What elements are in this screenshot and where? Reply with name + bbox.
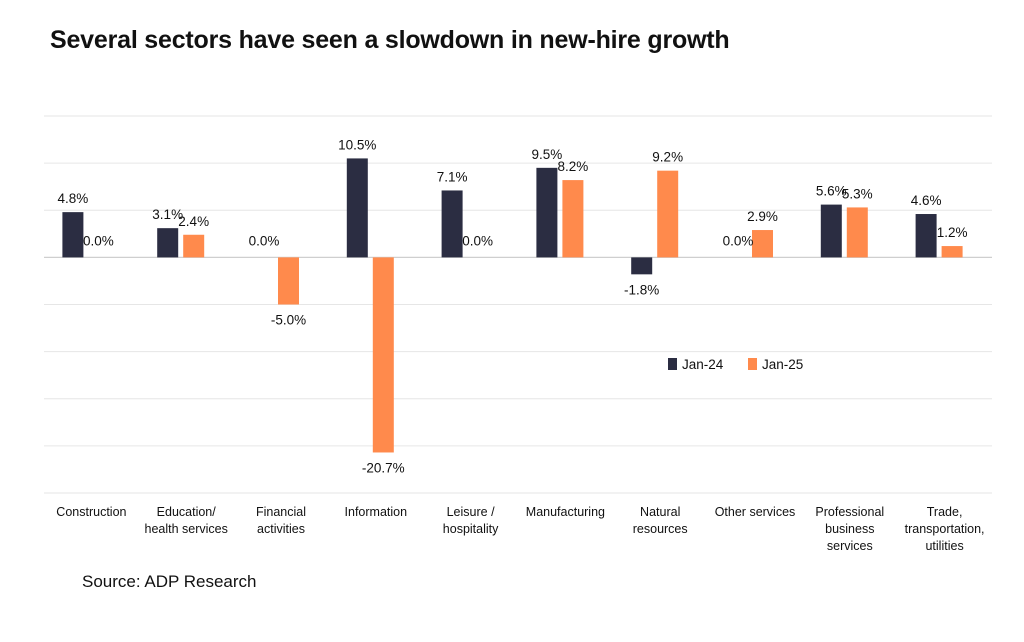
bar-jan-24-9 — [915, 214, 937, 258]
legend: Jan-24 Jan-25 — [668, 357, 803, 372]
data-label: -1.8% — [624, 282, 659, 297]
category-label: Other services — [715, 505, 796, 519]
data-label: 0.0% — [723, 233, 754, 248]
category-label: transportation, — [905, 522, 985, 536]
bars — [62, 158, 963, 453]
data-label: -20.7% — [362, 460, 405, 475]
data-labels: 4.8% 0.0% 3.1%2.4% 0.0% -5.0% 10.5% -20.7% 7.1%… — [58, 137, 968, 475]
bar-jan-25-3 — [372, 257, 394, 453]
legend-label-jan-25: Jan-25 — [762, 357, 803, 372]
data-label: 3.1% — [152, 207, 183, 222]
category-label: services — [827, 539, 873, 553]
category-label: utilities — [925, 539, 963, 553]
category-label: Education/ — [157, 505, 217, 519]
data-label: 4.8% — [58, 191, 89, 206]
category-label: Natural — [640, 505, 680, 519]
legend-swatch-jan-25 — [748, 358, 757, 370]
data-label: 7.1% — [437, 169, 468, 184]
category-label: business — [825, 522, 874, 536]
data-label: 1.2% — [937, 225, 968, 240]
category-label: Manufacturing — [526, 505, 605, 519]
bar-jan-25-9 — [941, 246, 963, 258]
bar-jan-25-7 — [752, 230, 773, 258]
source-note: Source: ADP Research — [82, 572, 257, 591]
category-label: activities — [257, 522, 305, 536]
bar-jan-24-3 — [346, 158, 368, 258]
bar-jan-25-8 — [846, 207, 868, 258]
bar-jan-24-1 — [157, 228, 179, 258]
bar-jan-25-2 — [278, 257, 299, 305]
category-labels: Construction Education/health services Fin… — [56, 505, 984, 553]
data-label: 0.0% — [83, 233, 114, 248]
category-label: Information — [345, 505, 408, 519]
category-label: hospitality — [443, 522, 499, 536]
data-label: -5.0% — [271, 313, 306, 328]
legend-swatch-jan-24 — [668, 358, 677, 370]
bar-jan-24-0 — [62, 212, 84, 258]
chart-title: Several sectors have seen a slowdown in … — [50, 26, 730, 54]
gridlines — [44, 115, 992, 494]
data-label: 2.9% — [747, 209, 778, 224]
bar-jan-25-1 — [183, 234, 205, 258]
data-label: 0.0% — [249, 233, 280, 248]
data-label: 5.3% — [842, 186, 873, 201]
bar-jan-25-5 — [562, 180, 584, 258]
legend-label-jan-24: Jan-24 — [682, 357, 724, 372]
category-label: resources — [633, 522, 688, 536]
data-label: 10.5% — [338, 137, 376, 152]
bar-jan-24-8 — [820, 204, 842, 258]
bar-jan-25-6 — [657, 170, 679, 258]
data-label: 2.4% — [178, 214, 209, 229]
data-label: 9.5% — [532, 147, 563, 162]
data-label: 4.6% — [911, 193, 942, 208]
data-label: 5.6% — [816, 184, 847, 199]
bar-jan-24-6 — [631, 257, 653, 275]
category-label: Professional — [815, 505, 884, 519]
category-label: Leisure / — [447, 505, 495, 519]
category-label: Financial — [256, 505, 306, 519]
bar-jan-24-5 — [536, 167, 558, 258]
bar-jan-24-4 — [441, 190, 463, 258]
data-label: 0.0% — [462, 233, 493, 248]
category-label: Trade, — [927, 505, 963, 519]
data-label: 8.2% — [558, 159, 589, 174]
category-label: health services — [145, 522, 228, 536]
category-label: Construction — [56, 505, 126, 519]
data-label: 9.2% — [652, 150, 683, 165]
